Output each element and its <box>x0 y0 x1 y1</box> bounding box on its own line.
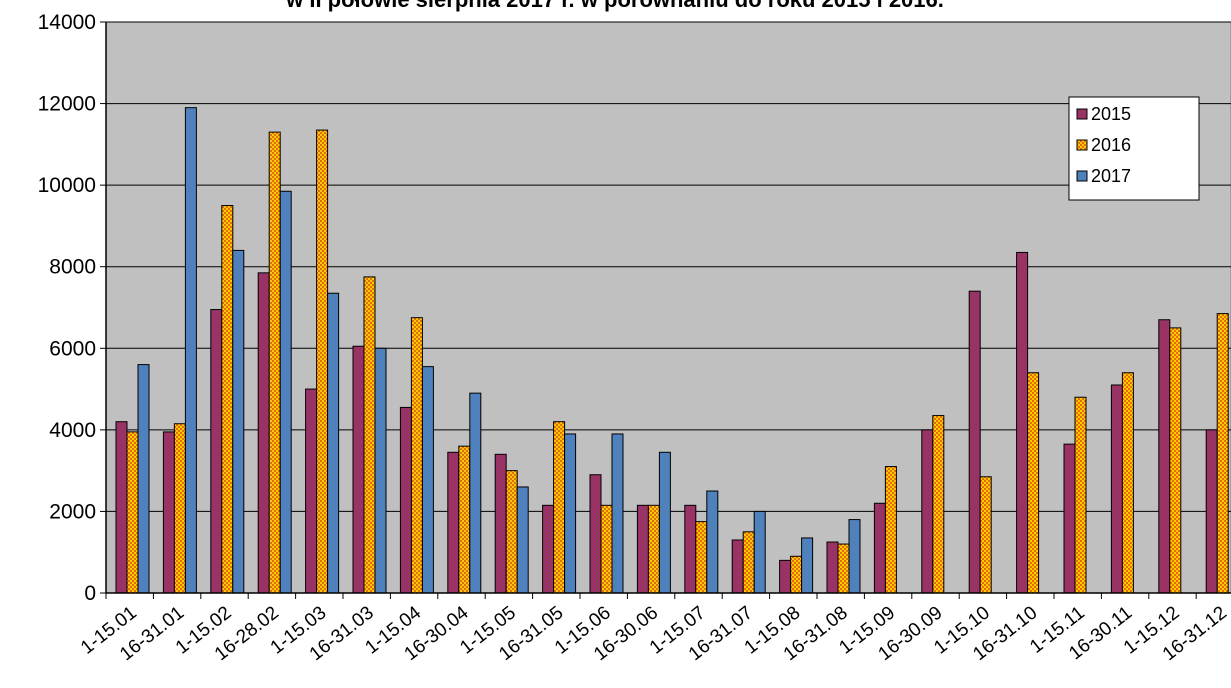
legend-label-2015: 2015 <box>1091 104 1131 124</box>
legend: 2015 2016 2017 <box>1068 96 1200 201</box>
bar-2017-16-31.07 <box>753 510 766 594</box>
bar-2015-16-30.06 <box>636 504 649 594</box>
bar-2015-1-15.01 <box>115 421 128 594</box>
bar-2015-1-15.05 <box>494 453 507 594</box>
bar-2016-1-15.04 <box>410 317 423 594</box>
bar-2016-1-15.08 <box>790 555 803 594</box>
bar-2016-1-15.10 <box>979 476 992 594</box>
bar-2017-1-15.06 <box>611 433 624 594</box>
bar-2016-16-31.01 <box>173 423 186 594</box>
bar-2015-1-15.07 <box>684 504 697 594</box>
bar-2015-1-15.02 <box>210 309 223 594</box>
bar-2016-16-31.08 <box>837 543 850 594</box>
bar-2015-1-15.06 <box>589 474 602 594</box>
bar-2015-1-15.12 <box>1158 319 1171 594</box>
bar-2016-1-15.01 <box>126 431 139 594</box>
legend-box <box>1068 96 1200 201</box>
bar-2015-16-30.11 <box>1110 384 1123 594</box>
bar-2016-1-15.05 <box>505 470 518 594</box>
bar-2015-16-31.12 <box>1205 429 1218 594</box>
bar-2017-1-15.08 <box>801 537 814 594</box>
bar-2016-16-30.06 <box>647 504 660 594</box>
bar-2015-1-15.04 <box>399 406 412 594</box>
bar-2015-1-15.03 <box>305 388 318 594</box>
y-tick-label: 0 <box>84 582 96 605</box>
bar-2015-1-15.11 <box>1063 443 1076 594</box>
bar-2016-1-15.06 <box>600 504 613 594</box>
legend-label-2016: 2016 <box>1091 135 1131 155</box>
bar-2016-16-30.04 <box>458 445 471 594</box>
bar-2016-16-28.02 <box>268 131 281 594</box>
y-tick-label: 8000 <box>49 256 96 279</box>
bar-2015-16-31.03 <box>352 345 365 594</box>
bar-2016-1-15.12 <box>1169 327 1182 594</box>
bar-2015-16-28.02 <box>257 272 270 594</box>
bar-2017-1-15.07 <box>706 490 719 594</box>
bar-2015-16-31.01 <box>162 431 175 594</box>
bar-2016-16-31.07 <box>742 531 755 594</box>
bar-2016-16-30.09 <box>932 415 945 594</box>
bar-2015-1-15.08 <box>779 559 792 594</box>
bar-2017-16-31.01 <box>184 107 197 594</box>
bar-2017-1-15.04 <box>421 366 434 594</box>
bar-2016-16-31.10 <box>1027 372 1040 594</box>
bar-2016-16-30.11 <box>1121 372 1134 594</box>
bar-2015-16-31.08 <box>826 541 839 594</box>
bar-2016-1-15.03 <box>316 129 329 594</box>
bar-2017-1-15.01 <box>137 364 150 594</box>
bar-2015-16-30.09 <box>921 429 934 594</box>
bar-2016-1-15.02 <box>221 205 234 594</box>
bar-2016-16-31.03 <box>363 276 376 594</box>
bar-2015-1-15.10 <box>968 290 981 594</box>
bar-2017-16-31.03 <box>374 347 387 594</box>
y-tick-label: 4000 <box>49 419 96 442</box>
bar-2017-16-31.05 <box>564 433 577 594</box>
bar-2015-16-31.07 <box>731 539 744 594</box>
bar-2016-16-31.05 <box>553 421 566 594</box>
y-tick-label: 6000 <box>49 337 96 360</box>
bar-2017-1-15.03 <box>327 292 340 594</box>
legend-swatch-2017 <box>1076 170 1088 182</box>
bar-2016-1-15.11 <box>1074 396 1087 594</box>
bar-2016-16-31.12 <box>1216 313 1229 594</box>
y-tick-label: 2000 <box>49 500 96 523</box>
bars <box>115 107 1229 594</box>
bar-2015-16-31.05 <box>542 504 555 594</box>
bar-2017-1-15.02 <box>232 249 245 594</box>
bar-2017-1-15.05 <box>516 486 529 594</box>
y-tick-label: 12000 <box>38 93 96 116</box>
bar-2017-16-30.04 <box>469 392 482 594</box>
y-tick-label: 10000 <box>38 174 96 197</box>
y-tick-label: 14000 <box>38 11 96 34</box>
legend-swatch-2016 <box>1076 139 1088 151</box>
bar-2017-16-30.06 <box>658 451 671 594</box>
legend-swatch-2015 <box>1076 108 1088 120</box>
bar-2015-1-15.09 <box>873 502 886 594</box>
chart-title: w II połowie sierpnia 2017 r. w porównan… <box>285 0 944 12</box>
bar-2016-1-15.09 <box>884 466 897 594</box>
legend-label-2017: 2017 <box>1091 166 1131 186</box>
bar-2016-1-15.07 <box>695 521 708 594</box>
bar-2017-16-28.02 <box>279 190 292 594</box>
bar-2015-16-30.04 <box>447 451 460 594</box>
bar-2015-16-31.10 <box>1016 251 1029 594</box>
bar-2017-16-31.08 <box>848 519 861 594</box>
